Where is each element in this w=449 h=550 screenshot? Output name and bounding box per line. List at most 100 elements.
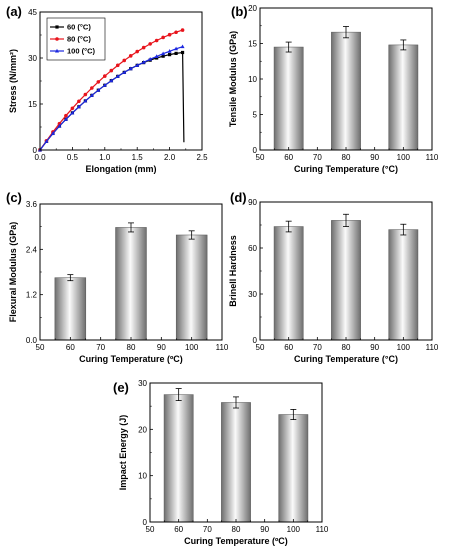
y-tick-label: 0 (33, 146, 38, 155)
data-point (155, 56, 159, 60)
series-line (39, 51, 185, 151)
x-tick-label: 60 (284, 343, 293, 352)
y-axis-title: Stress (N/mm²) (8, 49, 18, 113)
data-point (161, 54, 165, 58)
data-point (122, 70, 127, 74)
x-axis-title: Elongation (mm) (86, 164, 157, 174)
legend-marker (55, 37, 59, 41)
y-tick-label: 1.2 (26, 291, 38, 300)
x-axis-title: Curing Temperature (°C) (294, 354, 398, 364)
data-point (135, 49, 139, 54)
x-tick-label: 90 (260, 525, 269, 534)
x-tick-label: 80 (127, 343, 136, 352)
x-tick-label: 60 (284, 153, 293, 162)
data-point (103, 74, 107, 78)
bar (115, 227, 147, 341)
chart-panel-c: (c) 50 60 70 80 90 100 110 0.0 1.2 2.4 3.6 Curing Te… (6, 190, 229, 364)
x-tick-label: 50 (256, 153, 265, 162)
y-tick-label: 15 (28, 100, 37, 109)
x-tick-label: 2.0 (164, 153, 176, 162)
data-point (122, 58, 127, 63)
data-point (154, 38, 159, 43)
x-tick-label: 100 (397, 153, 411, 162)
legend-marker (55, 25, 59, 29)
bar (331, 31, 361, 151)
data-point (128, 54, 133, 58)
bar (273, 226, 304, 341)
data-point (154, 54, 159, 58)
data-point (128, 66, 133, 71)
y-tick-label: 0 (253, 146, 258, 155)
data-point (161, 51, 166, 56)
y-tick-label: 60 (248, 244, 257, 253)
data-point (109, 78, 114, 83)
bar (54, 277, 87, 341)
data-point (135, 63, 140, 67)
y-tick-label: 0.0 (26, 336, 38, 345)
data-point (174, 30, 178, 35)
legend-entry: 100 (°C) (67, 47, 96, 56)
data-point (180, 28, 185, 32)
y-tick-label: 30 (28, 54, 37, 63)
chart-root: (a) 60 (°C) 80 (°C) 100 (°C) 0.0 0.5 1.0 1.5 2.0… (6, 4, 439, 546)
x-tick-label: 80 (232, 525, 241, 534)
bar (175, 234, 208, 341)
x-tick-label: 50 (256, 343, 265, 352)
y-tick-label: 90 (248, 198, 257, 207)
y-tick-label: 5 (253, 111, 258, 120)
x-tick-label: 80 (342, 153, 351, 162)
bar (221, 402, 251, 523)
data-point (96, 88, 101, 92)
data-point (63, 117, 68, 121)
data-point (50, 131, 55, 135)
data-point (161, 35, 165, 40)
x-tick-label: 60 (66, 343, 75, 352)
bar (388, 44, 419, 151)
y-axis-title: Impact Energy (J) (118, 415, 128, 491)
data-point (174, 51, 178, 55)
data-point (83, 98, 88, 103)
x-tick-label: 1.5 (132, 153, 144, 162)
x-tick-label: 70 (313, 153, 322, 162)
x-tick-label: 70 (313, 343, 322, 352)
bar (331, 220, 361, 341)
y-tick-label: 45 (28, 8, 37, 17)
x-tick-label: 2.5 (196, 153, 208, 162)
data-point (90, 86, 94, 90)
bar (388, 229, 419, 341)
chart-panel-d: (d) 50 60 70 80 90 100 110 0 30 60 90 Curing Tempera… (228, 190, 439, 364)
x-axis-title: Curing Temperature (ºC) (79, 354, 183, 364)
data-point (167, 49, 172, 53)
x-tick-label: 100 (397, 343, 411, 352)
x-tick-label: 70 (96, 343, 105, 352)
data-point (96, 80, 101, 84)
legend-entry: 80 (°C) (67, 35, 91, 44)
bar (163, 394, 194, 523)
data-point (76, 104, 81, 109)
y-tick-label: 10 (138, 472, 147, 481)
panel-label: (e) (113, 380, 129, 395)
data-point (102, 83, 107, 87)
chart-panel-b: (b) 50 60 70 80 90 100 110 0 5 10 15 20 Curing Temper… (228, 4, 439, 174)
x-tick-label: 0.0 (34, 153, 46, 162)
panel-label: (b) (231, 4, 248, 19)
data-point (64, 113, 68, 118)
data-point (77, 99, 81, 104)
chart-panel-e: (e) 50 60 70 80 90 100 110 0 10 20 30 Curing Tempera… (113, 379, 329, 546)
bar (278, 414, 309, 523)
x-tick-label: 90 (370, 153, 379, 162)
x-tick-label: 90 (157, 343, 166, 352)
x-tick-label: 110 (316, 525, 329, 534)
y-tick-label: 3.6 (26, 200, 38, 209)
y-axis-title: Brinell Hardness (228, 235, 238, 307)
data-point (141, 60, 146, 64)
y-tick-label: 0 (253, 336, 258, 345)
y-tick-label: 2.4 (26, 245, 38, 254)
data-point (57, 123, 62, 128)
x-axis-title: Curing Temperature (°C) (294, 164, 398, 174)
data-point (109, 68, 114, 73)
legend-marker (55, 48, 59, 53)
bar (273, 46, 304, 151)
data-point (115, 63, 120, 68)
